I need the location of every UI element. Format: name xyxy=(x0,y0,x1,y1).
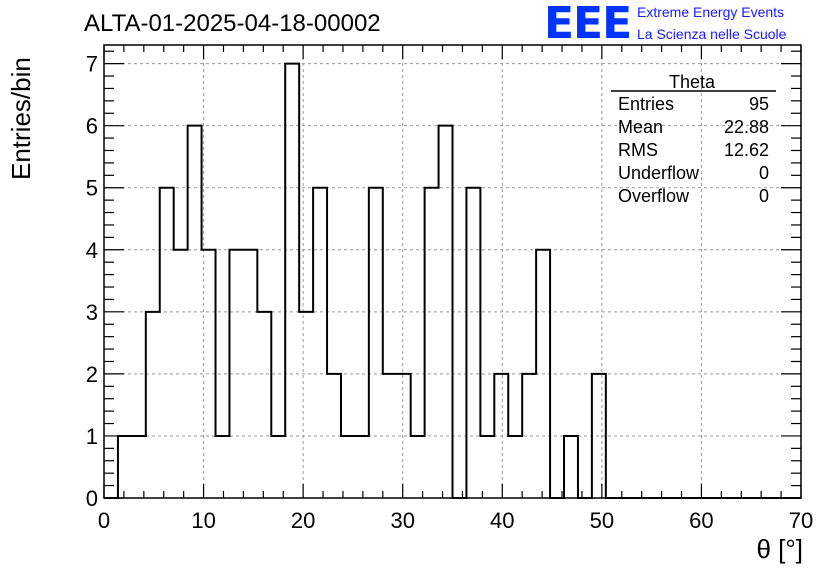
x-axis-title: θ [°] xyxy=(756,534,803,564)
x-tick-label: 10 xyxy=(191,508,215,533)
stats-label: Mean xyxy=(618,117,663,137)
x-tick-label: 0 xyxy=(98,508,110,533)
axis-ticks xyxy=(103,45,802,499)
y-tick-label: 3 xyxy=(86,300,98,325)
run-title: ALTA-01-2025-04-18-00002 xyxy=(84,10,381,37)
eee-logo: EEE xyxy=(544,0,632,49)
logo-text-line1: Extreme Energy Events xyxy=(637,4,785,20)
histogram-line xyxy=(104,62,801,499)
stats-value: 12.62 xyxy=(724,140,769,160)
x-tick-labels: 0 10 20 30 40 50 60 70 xyxy=(98,508,813,533)
y-tick-label: 1 xyxy=(86,424,98,449)
stats-label: RMS xyxy=(618,140,658,160)
stats-title: Theta xyxy=(669,72,716,92)
y-tick-labels: 0 1 2 3 4 5 6 7 xyxy=(86,52,98,511)
stats-value: 0 xyxy=(759,163,769,183)
stats-value: 0 xyxy=(759,186,769,206)
stats-label: Overflow xyxy=(618,186,690,206)
y-tick-label: 4 xyxy=(86,238,98,263)
x-tick-label: 20 xyxy=(291,508,315,533)
x-tick-label: 50 xyxy=(590,508,614,533)
stats-label: Entries xyxy=(618,94,674,114)
y-tick-label: 6 xyxy=(86,114,98,139)
stats-label: Underflow xyxy=(618,163,700,183)
y-axis-title: Entries/bin xyxy=(6,57,36,180)
x-tick-label: 30 xyxy=(390,508,414,533)
y-tick-label: 2 xyxy=(86,362,98,387)
y-tick-label: 0 xyxy=(86,486,98,511)
stats-value: 22.88 xyxy=(724,117,769,137)
stats-box: Theta Entries 95 Mean 22.88 RMS 12.62 Underflo… xyxy=(611,72,776,206)
stats-value: 95 xyxy=(749,94,769,114)
x-tick-label: 40 xyxy=(490,508,514,533)
y-tick-label: 7 xyxy=(86,52,98,77)
x-tick-label: 60 xyxy=(689,508,713,533)
plot-frame xyxy=(103,44,802,499)
logo-text-line2: La Scienza nelle Scuole xyxy=(637,26,787,42)
x-tick-label: 70 xyxy=(789,508,813,533)
y-tick-label: 5 xyxy=(86,176,98,201)
